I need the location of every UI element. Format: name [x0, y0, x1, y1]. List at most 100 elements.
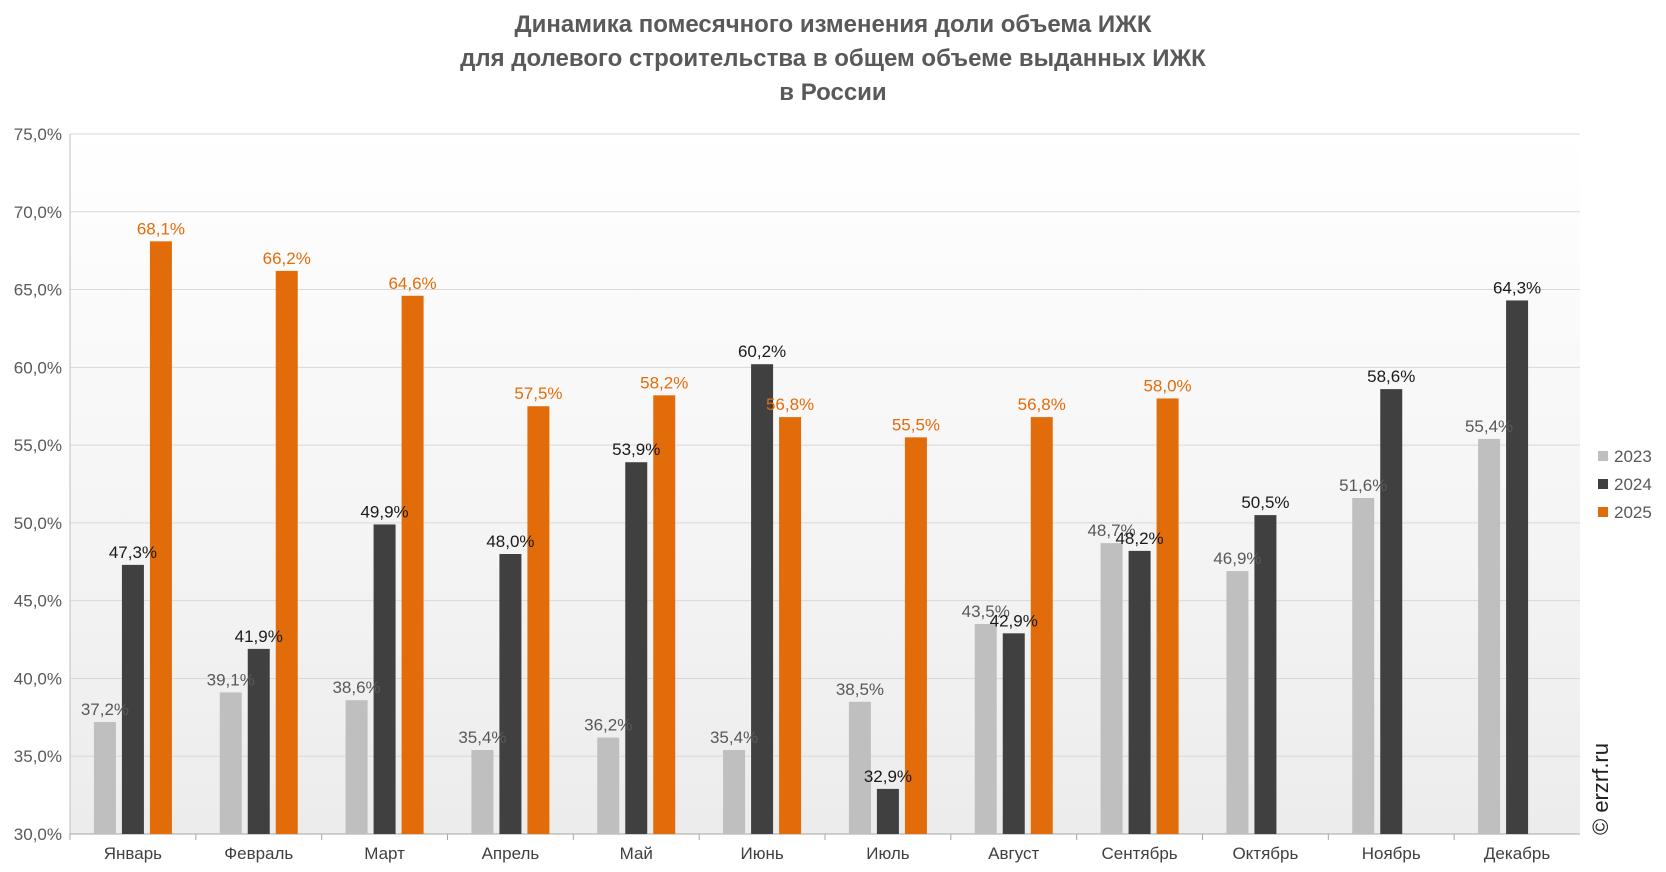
bar-2024	[625, 462, 648, 834]
bar-2024	[373, 524, 396, 834]
data-label-2025: 56,8%	[1018, 395, 1066, 414]
bar-2023	[848, 701, 871, 834]
bar-2025	[527, 406, 550, 834]
x-category-label: Ноябрь	[1362, 844, 1421, 863]
data-label-2025: 56,8%	[766, 395, 814, 414]
bar-2023	[1478, 438, 1501, 834]
data-label-2023: 35,4%	[458, 728, 506, 747]
bar-2024	[876, 788, 899, 834]
y-tick-label: 50,0%	[14, 514, 62, 533]
bar-2024	[1506, 300, 1529, 834]
data-label-2024: 41,9%	[235, 627, 283, 646]
bar-2024	[247, 648, 270, 834]
watermark-text: © erzrf.ru	[1588, 743, 1613, 835]
data-label-2023: 48,7%	[1087, 521, 1135, 540]
bar-2024	[1002, 633, 1025, 834]
data-label-2024: 49,9%	[360, 502, 408, 521]
x-category-label: Январь	[104, 844, 162, 863]
legend-label-2025: 2025	[1614, 503, 1652, 522]
y-tick-label: 60,0%	[14, 358, 62, 377]
y-tick-label: 75,0%	[14, 125, 62, 144]
legend-label-2024: 2024	[1614, 475, 1652, 494]
x-category-label: Март	[364, 844, 405, 863]
data-label-2023: 46,9%	[1213, 549, 1261, 568]
y-tick-label: 35,0%	[14, 747, 62, 766]
data-label-2023: 36,2%	[584, 716, 632, 735]
bar-2024	[499, 554, 522, 834]
bar-2024	[751, 364, 774, 834]
legend-swatch-2023	[1598, 451, 1608, 461]
y-tick-label: 40,0%	[14, 669, 62, 688]
data-label-2023: 38,5%	[836, 680, 884, 699]
bar-2023	[597, 737, 620, 834]
bar-2024	[1128, 550, 1151, 834]
x-category-label: Декабрь	[1484, 844, 1550, 863]
y-tick-label: 65,0%	[14, 281, 62, 300]
bar-2025	[904, 437, 927, 834]
bar-2023	[723, 750, 746, 834]
bar-2025	[1030, 417, 1053, 834]
data-label-2025: 64,6%	[388, 274, 436, 293]
bar-2023	[1100, 543, 1123, 834]
data-label-2024: 50,5%	[1241, 493, 1289, 512]
chart-title-line-3: в России	[779, 79, 887, 106]
data-label-2023: 55,4%	[1465, 417, 1513, 436]
data-label-2023: 43,5%	[962, 602, 1010, 621]
data-label-2024: 53,9%	[612, 440, 660, 459]
data-label-2025: 58,2%	[640, 373, 688, 392]
data-label-2025: 58,0%	[1143, 376, 1191, 395]
bar-2024	[1380, 389, 1403, 834]
data-label-2024: 32,9%	[864, 767, 912, 786]
bar-2025	[149, 241, 172, 835]
data-label-2024: 64,3%	[1493, 278, 1541, 297]
data-label-2023: 39,1%	[207, 670, 255, 689]
chart-title: Динамика помесячного изменения доли объе…	[0, 8, 1666, 110]
bar-2023	[345, 700, 368, 834]
x-category-label: Июнь	[740, 844, 783, 863]
x-category-label: Май	[620, 844, 653, 863]
bar-2025	[1156, 398, 1179, 834]
data-label-2024: 48,2%	[1115, 529, 1163, 548]
chart-title-line-1: Динамика помесячного изменения доли объе…	[514, 11, 1152, 38]
x-category-label: Сентябрь	[1101, 844, 1177, 863]
bar-2023	[974, 624, 997, 834]
legend-label-2023: 2023	[1614, 447, 1652, 466]
data-label-2024: 60,2%	[738, 342, 786, 361]
bar-2023	[1226, 571, 1249, 834]
data-label-2024: 42,9%	[990, 611, 1038, 630]
x-category-label: Август	[988, 844, 1039, 863]
plot-area	[70, 134, 1580, 834]
data-label-2023: 37,2%	[81, 700, 129, 719]
y-tick-label: 55,0%	[14, 436, 62, 455]
bar-2024	[1254, 515, 1277, 834]
chart-title-line-2: для долевого строительства в общем объем…	[460, 45, 1206, 72]
data-label-2024: 58,6%	[1367, 367, 1415, 386]
data-label-2025: 55,5%	[892, 415, 940, 434]
data-label-2025: 68,1%	[137, 219, 185, 238]
legend-swatch-2024	[1598, 479, 1608, 489]
x-category-label: Октябрь	[1232, 844, 1298, 863]
data-label-2023: 51,6%	[1339, 476, 1387, 495]
data-label-2023: 38,6%	[332, 678, 380, 697]
x-category-label: Апрель	[482, 844, 540, 863]
x-category-label: Февраль	[224, 844, 293, 863]
bar-2025	[275, 270, 298, 834]
bar-2024	[121, 564, 144, 834]
y-tick-label: 30,0%	[14, 825, 62, 844]
data-label-2025: 66,2%	[263, 249, 311, 268]
bar-2023	[471, 750, 494, 834]
bar-2025	[779, 417, 802, 834]
legend-swatch-2025	[1598, 507, 1608, 517]
data-label-2023: 35,4%	[710, 728, 758, 747]
data-label-2024: 47,3%	[109, 543, 157, 562]
data-label-2025: 57,5%	[514, 384, 562, 403]
data-label-2024: 48,0%	[486, 532, 534, 551]
bar-2025	[653, 395, 676, 834]
bar-2023	[93, 722, 116, 834]
bar-2025	[401, 295, 424, 834]
bar-2023	[219, 692, 242, 834]
x-category-label: Июль	[866, 844, 910, 863]
bar-2023	[1352, 498, 1375, 834]
y-tick-label: 45,0%	[14, 592, 62, 611]
